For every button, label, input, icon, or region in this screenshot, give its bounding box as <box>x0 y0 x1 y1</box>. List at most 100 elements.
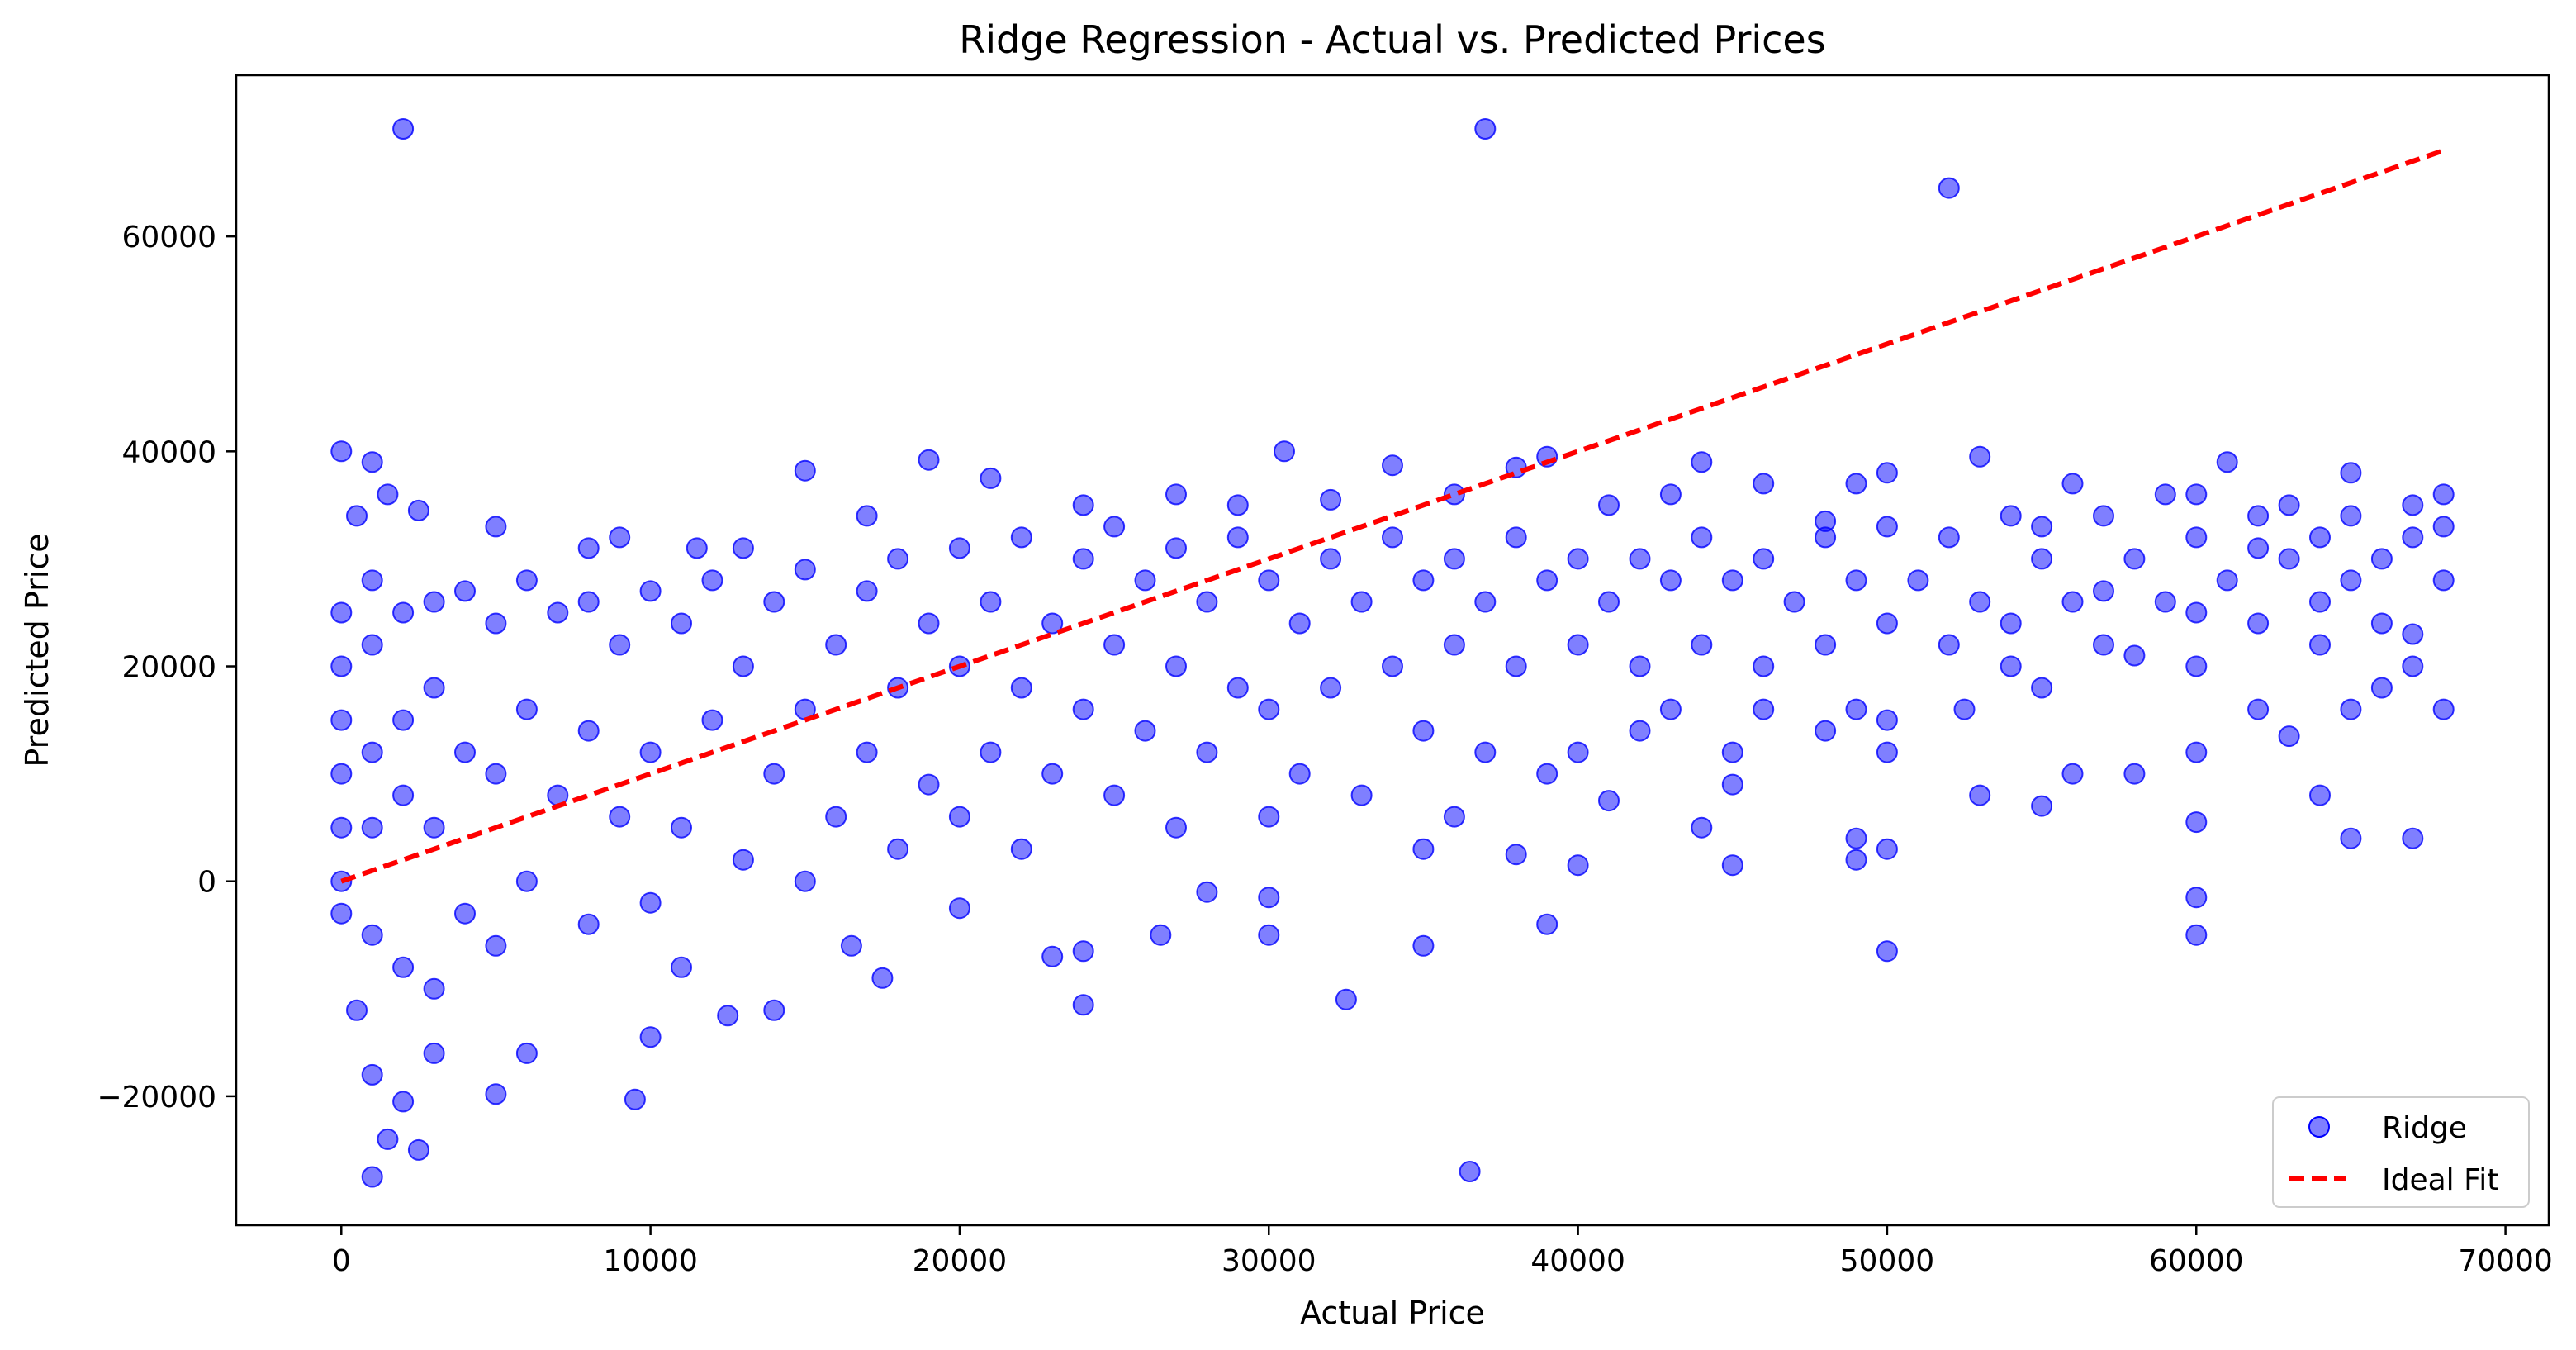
data-point <box>2185 526 2208 549</box>
data-point <box>980 467 1002 489</box>
data-point <box>2247 537 2270 559</box>
ideal-fit-line-group <box>340 148 2445 884</box>
data-point <box>1938 634 1960 656</box>
data-point <box>2278 548 2300 570</box>
data-point <box>1474 591 1497 613</box>
data-point <box>1226 526 1249 549</box>
data-point <box>2093 505 2114 527</box>
data-point <box>1505 844 1527 866</box>
data-point <box>1320 548 1342 570</box>
data-point <box>1598 591 1620 613</box>
y-axis-label: Predicted Price <box>19 533 55 767</box>
data-point <box>871 967 894 989</box>
data-point <box>407 499 429 521</box>
data-point <box>1474 741 1497 763</box>
data-point <box>330 601 353 624</box>
data-point <box>1258 924 1280 946</box>
data-point <box>1721 569 1743 592</box>
data-point <box>686 537 708 559</box>
data-point <box>1288 612 1311 635</box>
data-point <box>423 677 445 699</box>
data-point <box>361 1166 383 1188</box>
data-point <box>577 720 600 742</box>
legend: Ridge Ideal Fit <box>2272 1096 2530 1208</box>
x-axis-label: Actual Price <box>1300 1295 1485 1331</box>
data-point <box>407 1138 429 1161</box>
data-point <box>1196 881 1218 903</box>
data-point <box>1010 526 1032 549</box>
data-point <box>2093 634 2114 656</box>
data-point <box>1150 924 1172 946</box>
data-point <box>918 449 940 471</box>
data-point <box>577 591 600 613</box>
data-point <box>2402 494 2424 516</box>
data-point <box>2247 698 2270 720</box>
data-point <box>732 537 754 559</box>
x-tick-label: 20000 <box>913 1244 1008 1278</box>
data-point <box>1753 698 1775 720</box>
plot-area <box>330 118 2455 1188</box>
data-point <box>2370 548 2393 570</box>
data-point <box>1753 473 1775 495</box>
x-tick-label: 70000 <box>2458 1244 2553 1278</box>
data-point <box>2278 494 2300 516</box>
data-point <box>392 118 415 140</box>
legend-label-ideal-fit: Ideal Fit <box>2382 1163 2498 1197</box>
data-point <box>2340 462 2362 484</box>
data-point <box>2000 612 2022 635</box>
data-point <box>1938 177 1960 199</box>
data-point <box>2031 677 2053 699</box>
data-point <box>1505 526 1527 549</box>
data-point <box>361 924 383 946</box>
data-point <box>1536 763 1558 785</box>
x-axis-ticks: 0 10000 20000 30000 40000 50000 60000 70000 <box>332 1225 2553 1278</box>
data-point <box>1567 741 1589 763</box>
data-point <box>377 483 399 506</box>
data-point <box>2123 548 2146 570</box>
data-point <box>1443 806 1465 828</box>
data-point <box>1041 763 1064 785</box>
data-point <box>763 999 785 1021</box>
data-point <box>330 816 353 839</box>
data-point <box>1412 569 1435 592</box>
data-point <box>2061 591 2084 613</box>
data-point <box>1876 516 1898 538</box>
data-point <box>840 934 862 957</box>
data-point <box>825 806 847 828</box>
data-point <box>1010 838 1032 860</box>
data-point <box>1721 854 1743 877</box>
data-point <box>1459 1161 1481 1182</box>
data-point <box>1412 934 1435 957</box>
data-point <box>1382 454 1403 477</box>
data-point <box>856 580 878 602</box>
data-point <box>392 709 415 731</box>
legend-label-ridge: Ridge <box>2382 1111 2467 1145</box>
data-point <box>639 891 662 914</box>
data-point <box>2031 548 2053 570</box>
data-point <box>1320 677 1342 699</box>
data-point <box>1103 634 1126 656</box>
data-point <box>1350 784 1373 806</box>
data-point <box>1659 483 1682 506</box>
data-point <box>1350 591 1373 613</box>
data-point <box>515 569 538 592</box>
data-point <box>1753 548 1775 570</box>
x-tick-label: 0 <box>332 1244 351 1278</box>
data-point <box>2340 698 2362 720</box>
data-point <box>2309 526 2331 549</box>
data-point <box>2185 811 2208 834</box>
data-point <box>423 591 445 613</box>
data-point <box>856 505 878 527</box>
data-point <box>1845 569 1867 592</box>
data-point <box>980 741 1002 763</box>
data-point <box>2432 569 2455 592</box>
data-point <box>1567 548 1589 570</box>
data-point <box>948 537 970 559</box>
data-point <box>1258 806 1280 828</box>
data-point <box>1443 483 1465 506</box>
data-point <box>2000 505 2022 527</box>
data-point <box>2402 623 2424 645</box>
data-point <box>2432 698 2455 720</box>
data-point <box>948 897 970 920</box>
